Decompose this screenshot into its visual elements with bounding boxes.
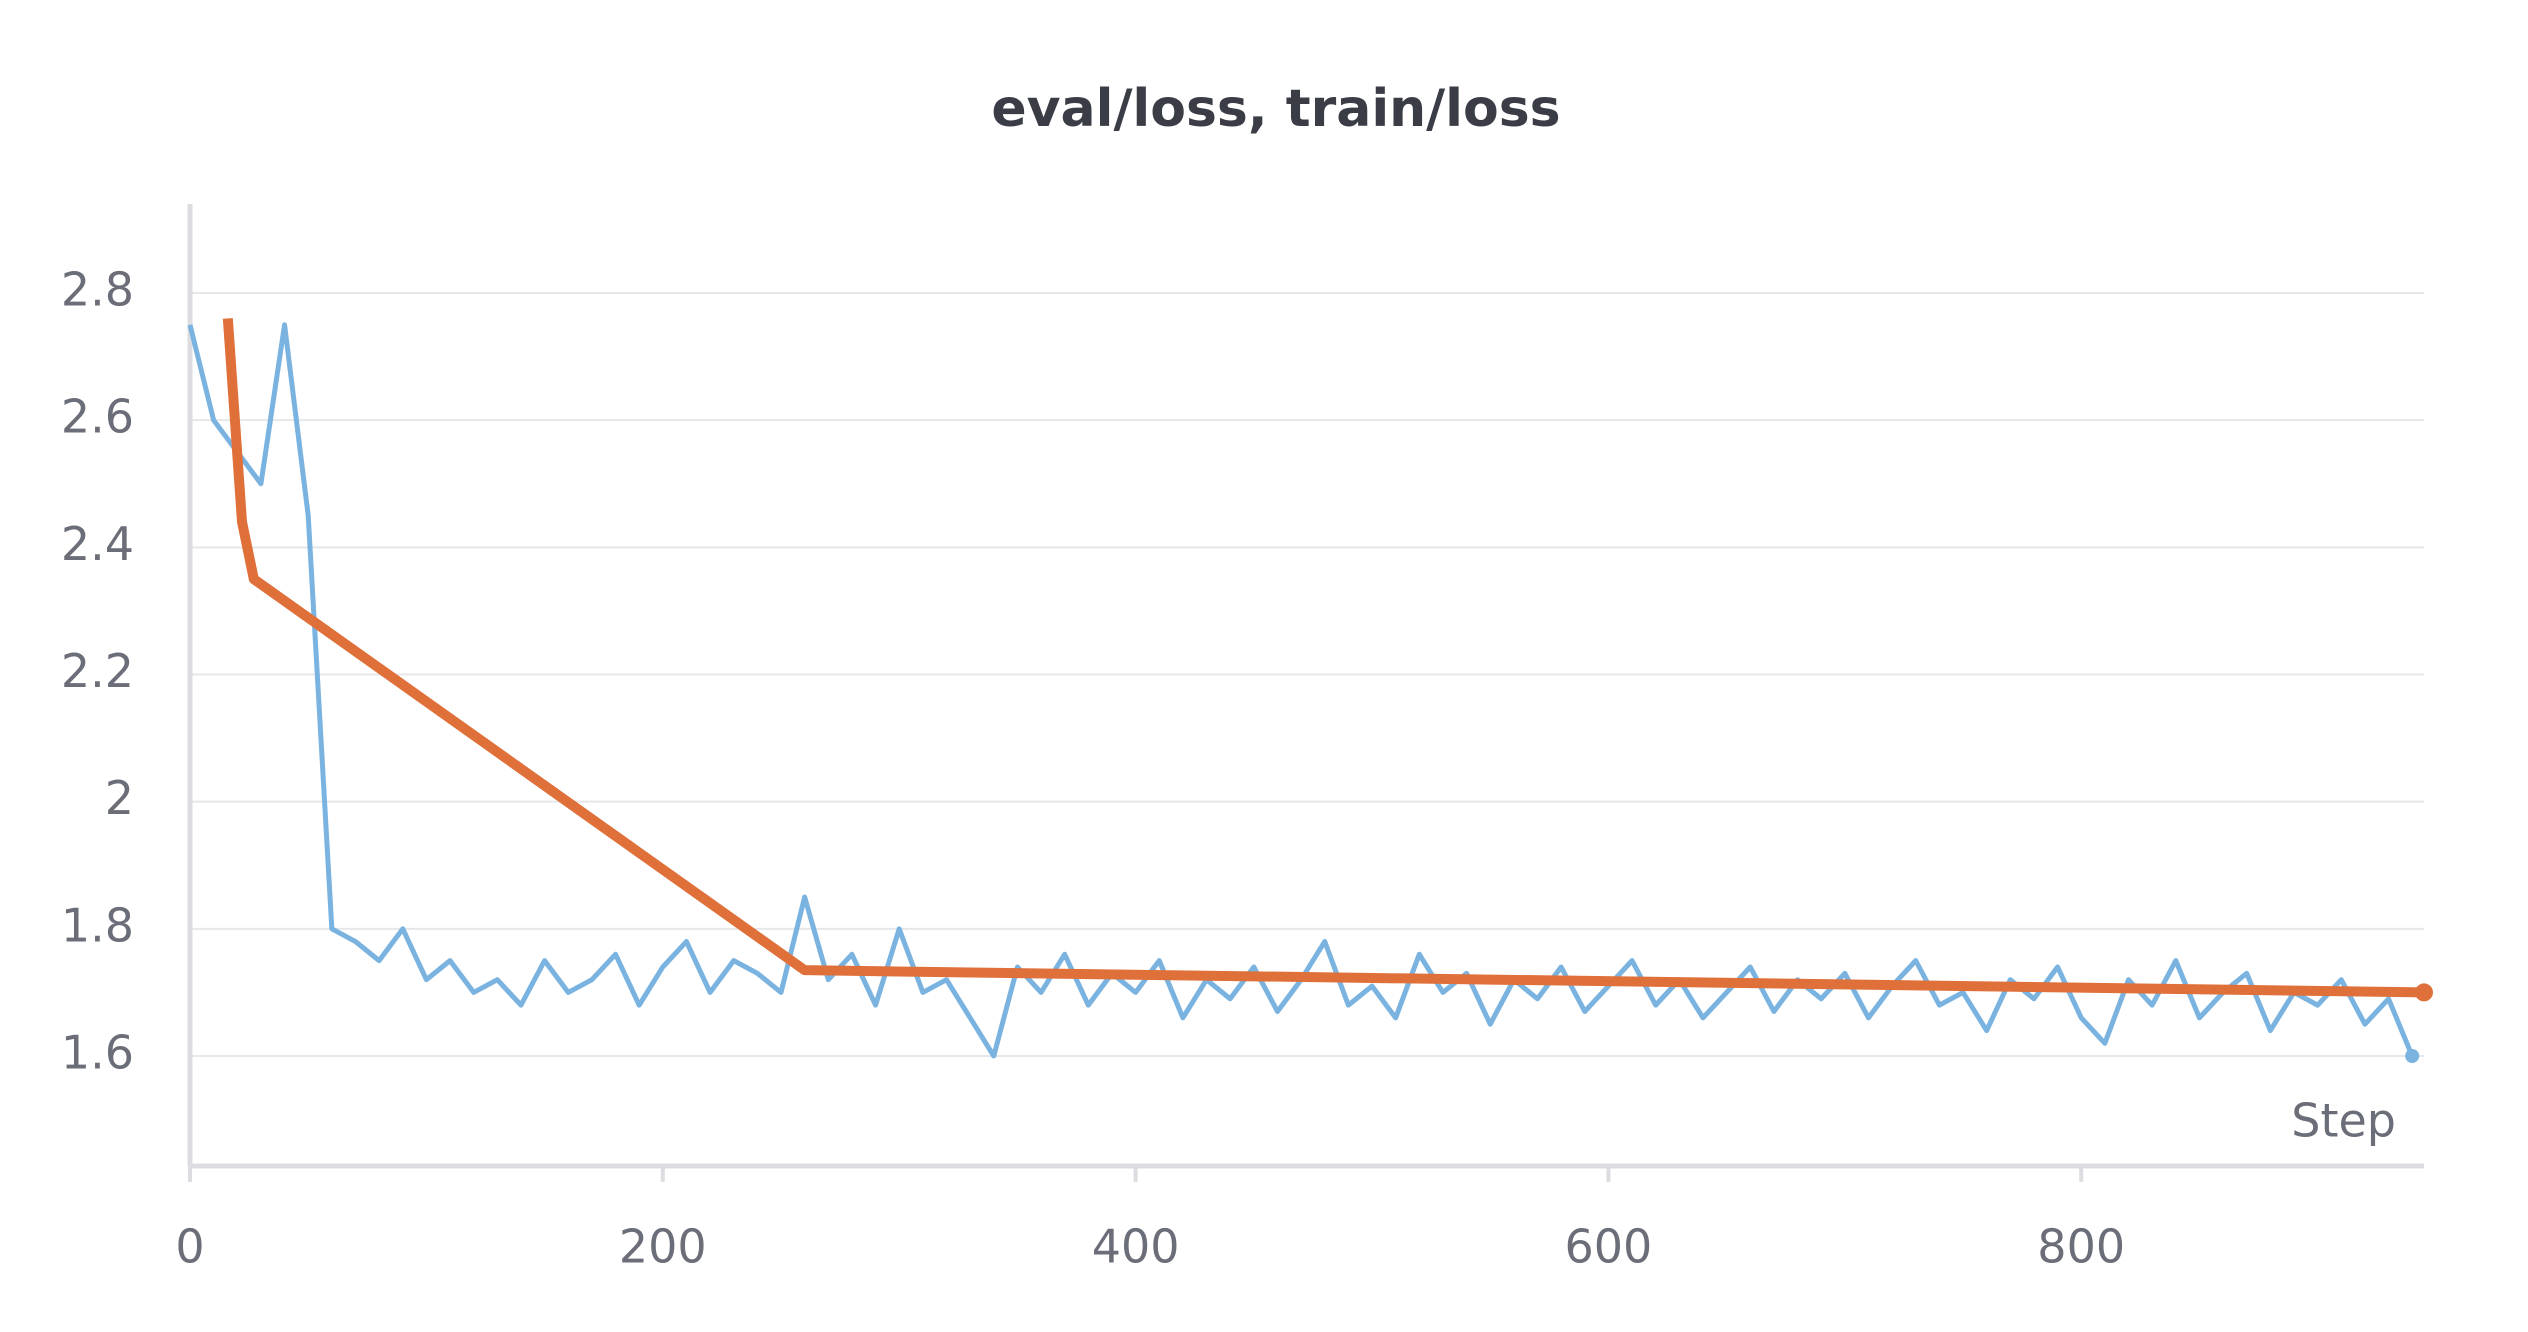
y-tick-label: 2.2 (61, 644, 134, 698)
end-point (2405, 1049, 2420, 1064)
x-axis-label: Step (2291, 1094, 2396, 1148)
y-tick-label: 2.8 (61, 263, 134, 317)
x-tick-label: 800 (2037, 1220, 2125, 1274)
y-tick-label: 2.6 (61, 390, 134, 444)
y-tick-label: 1.6 (61, 1026, 134, 1080)
end-point (2415, 983, 2433, 1002)
series-line (222, 318, 2425, 998)
x-tick-label: 0 (175, 1220, 204, 1274)
y-tick-label: 2 (105, 771, 134, 825)
x-tick-label: 200 (619, 1220, 707, 1274)
x-tick-label: 400 (1092, 1220, 1180, 1274)
y-tick-label: 2.4 (61, 517, 134, 571)
chart-title: eval/loss, train/loss (991, 79, 1560, 139)
x-tick-label: 600 (1565, 1220, 1653, 1274)
y-tick-label: 1.8 (61, 898, 134, 952)
series-line (187, 322, 2415, 1059)
